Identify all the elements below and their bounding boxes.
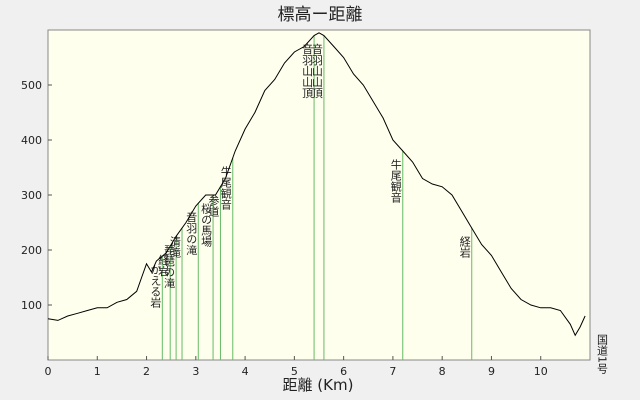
x-tick-label: 0 bbox=[45, 365, 52, 378]
y-tick-label: 400 bbox=[21, 134, 42, 147]
x-tick-label: 8 bbox=[439, 365, 446, 378]
x-tick-label: 4 bbox=[242, 365, 249, 378]
annotation-label: 琵琶の滝 bbox=[163, 244, 176, 288]
y-tick-label: 100 bbox=[21, 299, 42, 312]
elevation-line bbox=[47, 32, 586, 337]
x-tick-label: 9 bbox=[488, 365, 495, 378]
x-tick-label: 10 bbox=[534, 365, 548, 378]
annotation-label: 牛尾観音 bbox=[389, 158, 402, 204]
y-tick-label: 500 bbox=[21, 79, 42, 92]
annotation-label: 参道 bbox=[207, 193, 220, 216]
annotation-label: 経岩 bbox=[458, 236, 471, 259]
annotation-label: 牛尾観音 bbox=[219, 165, 232, 211]
annotation-label: 清滝 bbox=[169, 236, 182, 258]
annotation-label: 桜の馬場 bbox=[200, 202, 213, 248]
annotation-label: 音羽山山頂 bbox=[310, 42, 323, 99]
x-axis-label: 距離 (Km) bbox=[283, 376, 354, 394]
x-tick-label: 7 bbox=[389, 365, 396, 378]
annotation-label: 経岩 bbox=[157, 254, 170, 277]
y-tick-label: 200 bbox=[21, 244, 42, 257]
x-tick-label: 1 bbox=[94, 365, 101, 378]
annotation-label: 音羽山山頂 bbox=[301, 42, 314, 99]
annotation-label: 音羽の滝 bbox=[185, 210, 198, 255]
x-tick-label: 5 bbox=[291, 365, 298, 378]
chart-title: 標高ー距離 bbox=[278, 5, 363, 25]
annotation-label: かえる岩 bbox=[149, 264, 162, 309]
x-tick-label: 3 bbox=[192, 365, 199, 378]
x-tick-label: 6 bbox=[340, 365, 347, 378]
annotation-label: 国道1号 bbox=[596, 334, 609, 375]
plot-area bbox=[47, 29, 591, 361]
y-tick-label: 300 bbox=[21, 189, 42, 202]
x-tick-label: 2 bbox=[143, 365, 150, 378]
